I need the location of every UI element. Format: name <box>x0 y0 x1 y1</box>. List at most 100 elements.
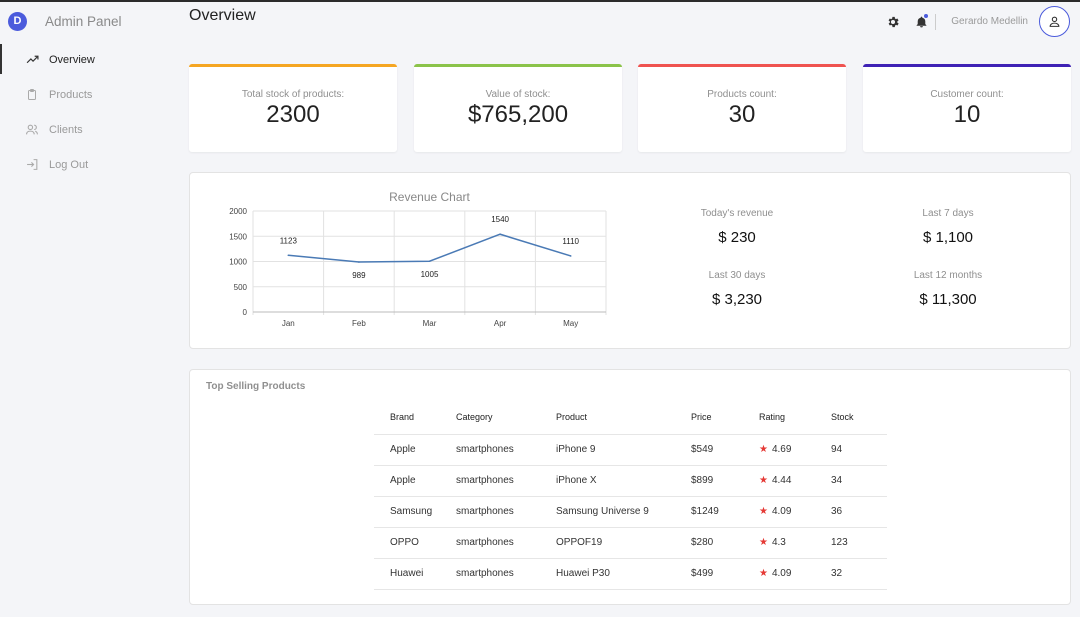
data-label: 1123 <box>280 236 298 245</box>
table-row[interactable]: OPPO smartphones OPPOF19 $280 ★ 4.3 123 <box>374 527 887 559</box>
sum-label: Last 7 days <box>922 208 974 219</box>
cell-rating: ★ 4.44 <box>759 465 831 497</box>
cell-price: $899 <box>691 465 759 497</box>
table-row[interactable]: Apple smartphones iPhone 9 $549 ★ 4.69 94 <box>374 434 887 466</box>
sidebar-item-logout[interactable]: Log Out <box>0 147 175 182</box>
stat-card-customer-count: Customer count: 10 <box>863 64 1071 152</box>
chart-title: Revenue Chart <box>389 190 470 204</box>
data-label: 1005 <box>421 270 439 279</box>
brand[interactable]: D Admin Panel <box>0 2 175 40</box>
cell-product: Huawei P30 <box>556 558 691 590</box>
column-header-stock: Stock <box>831 401 887 435</box>
stat-label: Products count: <box>707 89 777 100</box>
cell-rating: ★ 4.09 <box>759 496 831 528</box>
cell-product: iPhone X <box>556 465 691 497</box>
cell-category: smartphones <box>456 527 556 559</box>
data-point <box>358 261 360 263</box>
cell-rating: ★ 4.09 <box>759 558 831 590</box>
rating-value: 4.09 <box>771 568 792 579</box>
cell-stock: 32 <box>831 558 887 590</box>
page-title: Overview <box>189 7 256 24</box>
header-actions: Gerardo Medellin <box>885 4 1070 39</box>
stat-value: 2300 <box>266 101 320 128</box>
stat-value: 30 <box>728 101 756 128</box>
table-row[interactable]: Apple smartphones iPhone X $899 ★ 4.44 34 <box>374 465 887 497</box>
sum-value: $ 3,230 <box>711 291 763 308</box>
sum-value: $ 1,100 <box>922 229 974 246</box>
sum-label: Today's revenue <box>700 208 774 219</box>
cell-rating: ★ 4.3 <box>759 527 831 559</box>
brand-name: Admin Panel <box>45 13 122 29</box>
table-header-row: Brand Category Product Price Rating Stoc… <box>374 401 887 435</box>
gear-icon[interactable] <box>885 14 901 30</box>
cell-product: iPhone 9 <box>556 434 691 466</box>
y-tick-label: 1500 <box>229 232 247 241</box>
revenue-summary: Today's revenue $ 230 Last 7 days $ 1,10… <box>650 203 1050 323</box>
star-icon: ★ <box>759 537 768 548</box>
cell-stock: 94 <box>831 434 887 466</box>
top-selling-table: Brand Category Product Price Rating Stoc… <box>374 401 887 590</box>
y-tick-label: 1000 <box>229 258 247 267</box>
user-name[interactable]: Gerardo Medellin <box>951 16 1028 27</box>
sidebar-item-products[interactable]: Products <box>0 77 175 112</box>
data-point <box>287 254 290 257</box>
stat-accent-bar <box>638 64 846 67</box>
cell-price: $1249 <box>691 496 759 528</box>
top-selling-card: Top Selling Products Brand Category Prod… <box>189 369 1071 605</box>
trending-up-icon <box>25 53 39 67</box>
stat-value: 10 <box>953 101 981 128</box>
sidebar-nav: Overview Products Clients Log Out <box>0 42 175 182</box>
sum-label: Last 30 days <box>708 270 766 281</box>
stat-label: Customer count: <box>930 89 1004 100</box>
revenue-card: Revenue Chart 0 500 1000 1500 2000 Jan Feb Mar Ap… <box>189 172 1071 349</box>
last-12-months-revenue: Last 12 months $ 11,300 <box>863 270 1033 308</box>
last-30-days-revenue: Last 30 days $ 3,230 <box>652 270 822 308</box>
cell-category: smartphones <box>456 434 556 466</box>
log-out-icon <box>25 158 39 172</box>
column-header-product: Product <box>556 401 691 435</box>
x-tick-label: May <box>563 319 578 328</box>
notification-badge <box>924 13 929 18</box>
star-icon: ★ <box>759 568 768 579</box>
sum-label: Last 12 months <box>913 270 983 281</box>
stat-card-stock-value: Value of stock: $765,200 <box>414 64 622 152</box>
table-title: Top Selling Products <box>206 381 306 392</box>
data-label: 989 <box>352 271 366 280</box>
cell-stock: 34 <box>831 465 887 497</box>
cell-price: $499 <box>691 558 759 590</box>
cell-brand: OPPO <box>374 527 456 559</box>
table-row[interactable]: Huawei smartphones Huawei P30 $499 ★ 4.09 32 <box>374 558 887 590</box>
x-tick-label: Feb <box>352 319 366 328</box>
rating-value: 4.3 <box>771 537 786 548</box>
avatar[interactable] <box>1039 6 1070 37</box>
cell-category: smartphones <box>456 558 556 590</box>
y-tick-label: 0 <box>243 308 248 317</box>
stat-accent-bar <box>414 64 622 67</box>
rating-value: 4.44 <box>771 475 792 486</box>
stat-value: $765,200 <box>467 101 569 128</box>
star-icon: ★ <box>759 475 768 486</box>
sidebar-item-label: Overview <box>49 53 95 66</box>
column-header-price: Price <box>691 401 759 435</box>
revenue-chart: Revenue Chart 0 500 1000 1500 2000 Jan Feb Mar Ap… <box>218 185 618 345</box>
last-7-days-revenue: Last 7 days $ 1,100 <box>863 208 1033 246</box>
x-tick-label: Apr <box>494 319 507 328</box>
sidebar-item-overview[interactable]: Overview <box>0 42 175 77</box>
sidebar: D Admin Panel Overview Products Clients <box>0 2 175 617</box>
bell-icon[interactable] <box>913 13 929 30</box>
rating-value: 4.69 <box>771 444 792 455</box>
sidebar-item-clients[interactable]: Clients <box>0 112 175 147</box>
user-icon <box>1048 15 1061 28</box>
cell-rating: ★ 4.69 <box>759 434 831 466</box>
y-tick-label: 2000 <box>229 207 247 216</box>
data-label: 1540 <box>491 215 509 224</box>
cell-stock: 123 <box>831 527 887 559</box>
sidebar-item-label: Log Out <box>49 158 89 171</box>
revenue-chart-svg: Revenue Chart 0 500 1000 1500 2000 Jan Feb Mar Ap… <box>229 190 607 328</box>
cell-brand: Samsung <box>374 496 456 528</box>
table-row[interactable]: Samsung smartphones Samsung Universe 9 $124… <box>374 496 887 528</box>
cell-stock: 36 <box>831 496 887 528</box>
brand-logo: D <box>8 11 27 31</box>
y-tick-label: 500 <box>234 283 248 292</box>
cell-price: $549 <box>691 434 759 466</box>
